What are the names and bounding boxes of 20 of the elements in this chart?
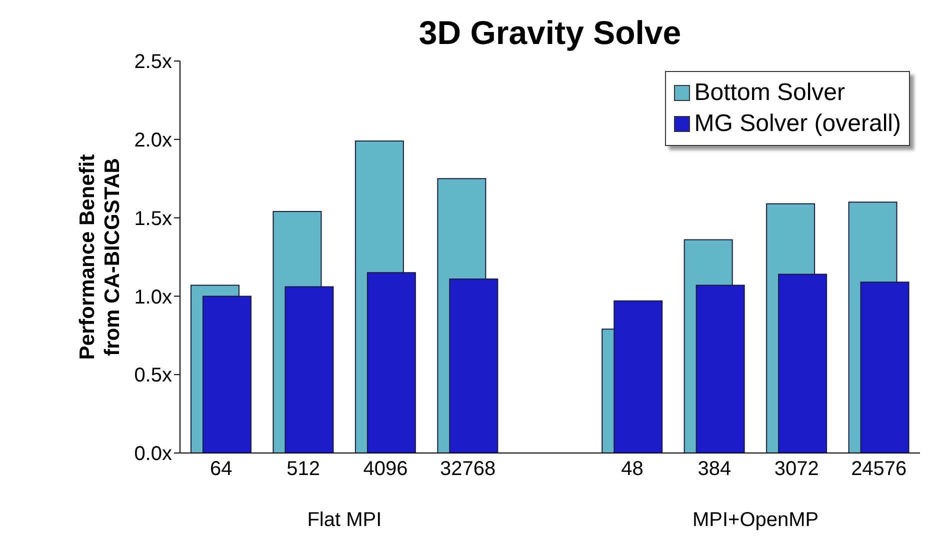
x-tick-label: 32768: [440, 458, 496, 480]
x-tick-label: 48: [621, 458, 644, 480]
legend-label: MG Solver (overall): [693, 110, 901, 138]
y-tick-label: 2.5x: [134, 51, 172, 74]
x-tick-label: 24576: [851, 458, 907, 480]
x-tick-label: 4096: [363, 458, 408, 480]
x-tick-label: 64: [210, 458, 232, 480]
text: MPI+OpenMP: [692, 509, 819, 531]
y-tick-label: 0.0x: [134, 443, 172, 466]
text: Flat MPI: [307, 509, 382, 531]
x-tick-label: 3072: [774, 458, 819, 480]
y-tick-label: 1.0x: [134, 286, 172, 308]
y-tick-label: 1.5x: [134, 208, 172, 230]
y-tick-label: 2.0x: [134, 130, 172, 152]
x-tick-label: 384: [698, 458, 732, 480]
chart-title: 3D Gravity Solve: [418, 14, 682, 52]
y-axis-title: Performance Benefit from CA-BICGSTAB: [76, 154, 124, 360]
y-tick-label: 0.5x: [134, 364, 172, 387]
x-tick-label: 512: [286, 458, 320, 480]
legend-label: Bottom Solver: [693, 79, 846, 107]
